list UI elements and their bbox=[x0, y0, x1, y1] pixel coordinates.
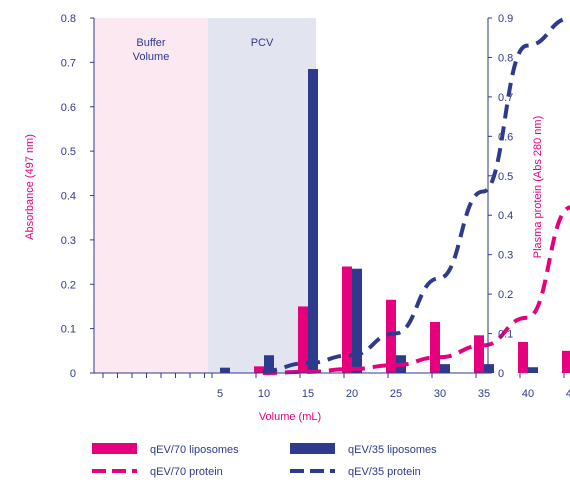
x-tick-30: 30 bbox=[434, 388, 446, 400]
region-label-1-0: PCV bbox=[251, 37, 274, 49]
region-label-0-0: Buffer bbox=[136, 37, 165, 49]
bar-qev35-35 bbox=[484, 364, 494, 373]
x-tick-45: 45 bbox=[566, 388, 570, 400]
y-left-tick-2: 0.2 bbox=[61, 279, 76, 291]
x-tick-35: 35 bbox=[478, 388, 490, 400]
x-tick-5: 5 bbox=[217, 388, 223, 400]
y-right-tick-3: 0.3 bbox=[498, 250, 513, 262]
y-right-tick-1: 0.1 bbox=[498, 329, 513, 341]
x-tick-10: 10 bbox=[258, 388, 270, 400]
y-left-tick-8: 0.8 bbox=[61, 13, 76, 25]
y-left-tick-7: 0.7 bbox=[61, 57, 76, 69]
y-left-tick-4: 0.4 bbox=[61, 191, 76, 203]
y-right-tick-7: 0.7 bbox=[498, 92, 513, 104]
x-axis-label: Volume (mL) bbox=[259, 411, 321, 423]
x-tick-40: 40 bbox=[522, 388, 534, 400]
y-left-tick-6: 0.6 bbox=[61, 102, 76, 114]
y-right-tick-2: 0.2 bbox=[498, 289, 513, 301]
y-right-tick-0: 0 bbox=[498, 368, 504, 380]
bar-qev35-40 bbox=[528, 367, 538, 373]
bar-qev70-30 bbox=[430, 321, 440, 373]
y-axis-right-label: Plasma protein (Abs 280 nm) bbox=[532, 116, 544, 258]
bar-qev70-40 bbox=[518, 341, 528, 373]
line-qev70-protein bbox=[262, 205, 570, 375]
legend-swatch-1 bbox=[290, 443, 335, 454]
y-left-tick-3: 0.3 bbox=[61, 235, 76, 247]
bar-qev35-30 bbox=[440, 364, 450, 373]
region-0 bbox=[94, 18, 208, 373]
legend-swatch-0 bbox=[92, 443, 137, 454]
bar-qev70-10 bbox=[254, 366, 264, 373]
y-right-tick-5: 0.5 bbox=[498, 171, 513, 183]
bar-qev70-15 bbox=[298, 306, 308, 373]
legend-label-1: qEV/35 liposomes bbox=[348, 444, 437, 456]
y-right-tick-9: 0.9 bbox=[498, 13, 513, 25]
bar-qev35-20 bbox=[352, 268, 362, 373]
legend-label-2: qEV/70 protein bbox=[150, 466, 223, 478]
bar-qev70-25 bbox=[386, 299, 396, 373]
x-tick-15: 15 bbox=[302, 388, 314, 400]
y-right-tick-8: 0.8 bbox=[498, 52, 513, 64]
x-tick-25: 25 bbox=[390, 388, 402, 400]
legend-label-3: qEV/35 protein bbox=[348, 466, 421, 478]
y-right-tick-4: 0.4 bbox=[498, 210, 513, 222]
y-axis-left-label: Absorbance (497 nm) bbox=[24, 134, 36, 240]
bar-qev70-35 bbox=[474, 335, 484, 373]
legend-label-0: qEV/70 liposomes bbox=[150, 444, 239, 456]
bar-qev70-45 bbox=[562, 350, 570, 373]
bar-qev35-15 bbox=[308, 69, 318, 373]
x-tick-20: 20 bbox=[346, 388, 358, 400]
y-left-tick-5: 0.5 bbox=[61, 146, 76, 158]
region-label-0-1: Volume bbox=[133, 51, 170, 63]
y-right-tick-6: 0.6 bbox=[498, 131, 513, 143]
y-left-tick-0: 0 bbox=[70, 368, 76, 380]
y-left-tick-1: 0.1 bbox=[61, 324, 76, 336]
bar-qev70-20 bbox=[342, 266, 352, 373]
bar-qev35-10 bbox=[264, 355, 274, 373]
bar-qev35-5 bbox=[220, 367, 230, 373]
